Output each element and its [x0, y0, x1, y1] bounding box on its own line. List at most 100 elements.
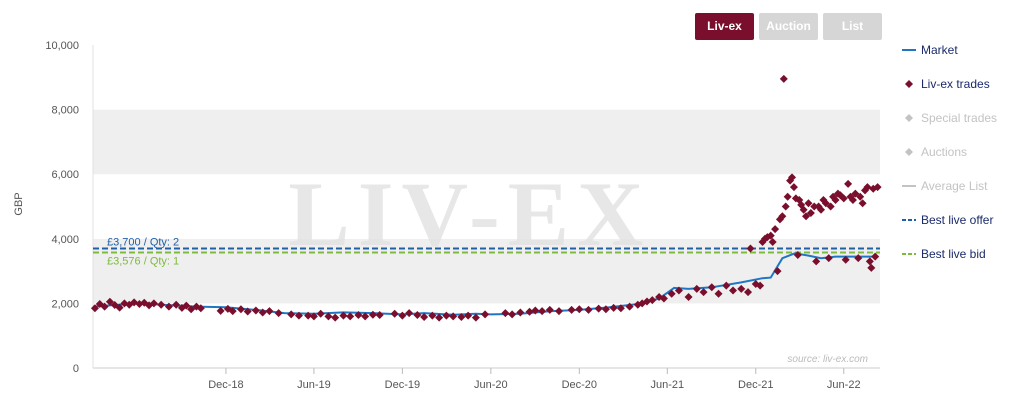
- y-tick-label: 0: [73, 363, 79, 375]
- trade-point: [871, 252, 880, 261]
- trade-point: [420, 312, 429, 321]
- trade-point: [692, 284, 701, 293]
- x-tick-label: Jun-22: [827, 379, 861, 391]
- trade-point: [331, 313, 340, 322]
- line-icon: [902, 49, 916, 51]
- trade-point: [848, 196, 857, 205]
- trade-point: [714, 289, 723, 298]
- trade-point: [766, 231, 775, 240]
- trade-point: [105, 297, 114, 306]
- trade-point: [783, 192, 792, 201]
- y-tick-label: 8,000: [51, 105, 79, 117]
- trade-point: [873, 183, 882, 192]
- list-tab-button[interactable]: List: [823, 13, 882, 40]
- trade-point: [449, 312, 458, 321]
- trade-point: [149, 299, 158, 308]
- legend-label: Liv-ex trades: [921, 77, 990, 91]
- trade-point: [737, 284, 746, 293]
- trade-point: [806, 208, 815, 217]
- livex-tab-button[interactable]: Liv-ex: [695, 13, 754, 40]
- trade-point: [435, 313, 444, 322]
- trade-point: [304, 311, 313, 320]
- trade-point: [831, 196, 840, 205]
- trade-point: [413, 311, 422, 320]
- legend-item-market[interactable]: Market: [897, 40, 1024, 60]
- trade-point: [781, 202, 790, 211]
- legend-item-auctions[interactable]: Auctions: [897, 142, 1024, 162]
- trade-point: [567, 305, 576, 314]
- grid-band: [93, 109, 880, 175]
- trade-point: [531, 306, 540, 315]
- grid-band: [93, 174, 880, 239]
- trade-point: [516, 308, 525, 317]
- trade-point: [788, 173, 797, 182]
- trade-point: [339, 311, 348, 320]
- trade-point: [821, 199, 830, 208]
- legend-item-average-list[interactable]: Average List: [897, 176, 1024, 196]
- trade-point: [667, 289, 676, 298]
- dash-icon: [902, 219, 916, 221]
- y-axis-label: GBP: [13, 192, 25, 215]
- trade-point: [390, 309, 399, 318]
- trade-point: [575, 305, 584, 314]
- trade-point: [172, 300, 181, 309]
- trade-point: [375, 311, 384, 320]
- trade-point: [236, 305, 245, 314]
- trade-point: [228, 307, 237, 316]
- trade-point: [216, 306, 225, 315]
- y-tick-label: 6,000: [51, 169, 79, 181]
- trade-point: [799, 205, 808, 214]
- trade-point: [810, 202, 819, 211]
- watermark: LIV-EX: [288, 163, 651, 265]
- legend-item-best-live-offer[interactable]: Best live offer: [897, 210, 1024, 230]
- trade-point: [471, 313, 480, 322]
- trade-point: [817, 205, 826, 214]
- trade-point: [789, 183, 798, 192]
- best-bid-label: £3,576 / Qty: 1: [107, 255, 179, 267]
- auction-tab-button[interactable]: Auction: [759, 13, 818, 40]
- legend-label: Special trades: [921, 111, 998, 125]
- trade-point: [157, 300, 166, 309]
- trade-point: [744, 288, 753, 297]
- trade-point: [804, 199, 813, 208]
- legend-item-best-live-bid[interactable]: Best live bid: [897, 244, 1024, 264]
- legend-label: Auctions: [921, 145, 968, 159]
- x-tick-label: Jun-19: [297, 379, 331, 391]
- legend-item-liv-ex-trades[interactable]: Liv-ex trades: [897, 74, 1024, 94]
- trade-point: [601, 305, 610, 314]
- trade-point: [316, 309, 325, 318]
- legend-item-special-trades[interactable]: Special trades: [897, 108, 1024, 128]
- diamond-icon: [905, 80, 913, 88]
- trade-point: [274, 309, 283, 318]
- trade-point: [793, 250, 802, 259]
- trade-point: [778, 212, 787, 221]
- trade-point: [768, 238, 777, 247]
- trade-point: [368, 310, 377, 319]
- trade-point: [684, 292, 693, 301]
- trade-point: [361, 312, 370, 321]
- trade-point: [856, 192, 865, 201]
- trade-point: [508, 310, 517, 319]
- trade-point: [182, 301, 191, 310]
- trade-point: [707, 283, 716, 292]
- trade-point: [287, 310, 296, 319]
- y-tick-label: 2,000: [51, 298, 79, 310]
- trade-point: [851, 189, 860, 198]
- trade-point: [258, 308, 267, 317]
- trade-point: [100, 302, 109, 311]
- trade-point: [584, 305, 593, 314]
- dash-icon: [902, 253, 916, 255]
- trade-point: [756, 281, 765, 290]
- trade-point: [309, 312, 318, 321]
- legend-label: Best live offer: [921, 213, 994, 227]
- trade-point: [243, 307, 252, 316]
- trade-point: [501, 309, 510, 318]
- trade-point: [442, 311, 451, 320]
- trade-point: [722, 281, 731, 290]
- trade-point: [196, 304, 205, 313]
- trade-point: [398, 311, 407, 320]
- trade-point: [538, 307, 547, 316]
- trade-point: [324, 312, 333, 321]
- trade-point: [555, 307, 564, 316]
